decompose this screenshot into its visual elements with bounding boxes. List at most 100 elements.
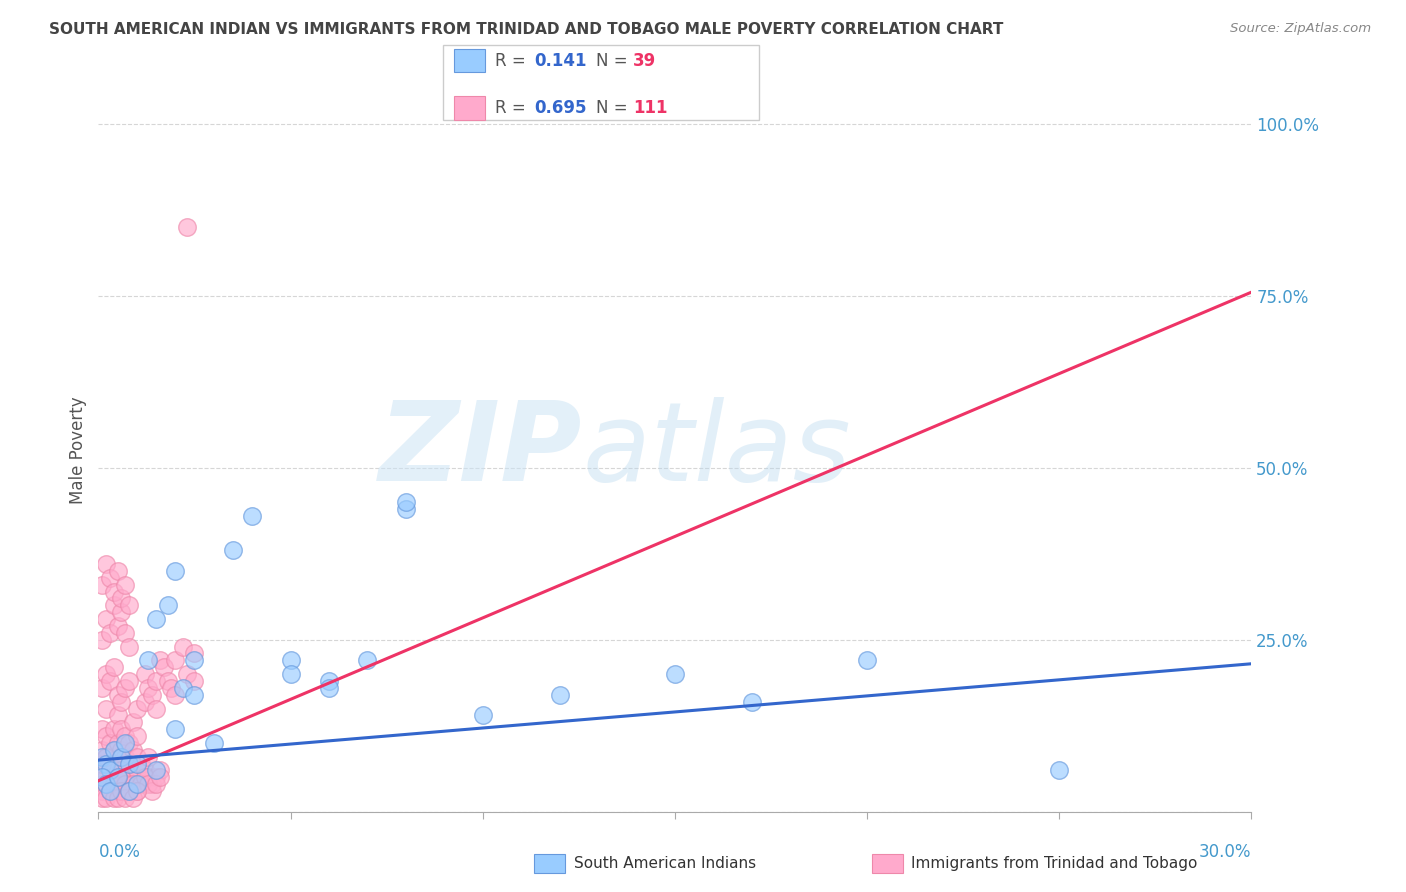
Point	[125, 784, 148, 798]
Point	[94, 729, 117, 743]
Point	[91, 756, 114, 771]
Point	[91, 764, 114, 778]
Point	[114, 681, 136, 695]
Point	[107, 619, 129, 633]
Point	[118, 756, 141, 771]
Point	[134, 695, 156, 709]
Text: South American Indians: South American Indians	[574, 856, 756, 871]
Point	[122, 791, 145, 805]
Point	[107, 708, 129, 723]
Point	[118, 777, 141, 791]
Point	[103, 660, 125, 674]
Point	[110, 749, 132, 764]
Point	[114, 729, 136, 743]
Point	[94, 770, 117, 784]
Point	[110, 722, 132, 736]
Point	[110, 591, 132, 606]
Point	[114, 791, 136, 805]
Point	[91, 632, 114, 647]
Point	[318, 673, 340, 688]
Text: Source: ZipAtlas.com: Source: ZipAtlas.com	[1230, 22, 1371, 36]
Point	[138, 681, 160, 695]
Point	[156, 599, 179, 613]
Point	[94, 777, 117, 791]
Point	[98, 784, 121, 798]
Point	[134, 770, 156, 784]
Point	[94, 667, 117, 681]
Text: 111: 111	[633, 99, 668, 117]
Point	[94, 756, 117, 771]
Point	[94, 749, 117, 764]
Point	[138, 653, 160, 667]
Point	[183, 653, 205, 667]
Point	[122, 715, 145, 730]
Point	[107, 736, 129, 750]
Point	[222, 543, 245, 558]
Point	[183, 688, 205, 702]
Point	[149, 653, 172, 667]
Text: 39: 39	[633, 52, 657, 70]
Point	[125, 729, 148, 743]
Point	[129, 756, 152, 771]
Point	[165, 722, 187, 736]
Point	[107, 770, 129, 784]
Point	[114, 770, 136, 784]
Point	[165, 564, 187, 578]
Point	[118, 599, 141, 613]
Point	[103, 777, 125, 791]
Point	[94, 749, 117, 764]
Point	[125, 701, 148, 715]
Y-axis label: Male Poverty: Male Poverty	[69, 397, 87, 504]
Point	[103, 722, 125, 736]
Point	[183, 647, 205, 661]
Point	[356, 653, 378, 667]
Point	[395, 495, 418, 509]
Point	[91, 749, 114, 764]
Point	[114, 736, 136, 750]
Text: R =: R =	[495, 99, 531, 117]
Point	[91, 722, 114, 736]
Point	[138, 749, 160, 764]
Point	[149, 770, 172, 784]
Point	[145, 701, 167, 715]
Point	[125, 749, 148, 764]
Point	[110, 743, 132, 757]
Text: 0.695: 0.695	[534, 99, 586, 117]
Point	[91, 784, 114, 798]
Point	[156, 673, 179, 688]
Point	[98, 571, 121, 585]
Point	[122, 743, 145, 757]
Point	[141, 688, 163, 702]
Point	[122, 770, 145, 784]
Point	[1047, 764, 1070, 778]
Point	[141, 777, 163, 791]
Point	[107, 749, 129, 764]
Point	[110, 770, 132, 784]
Point	[94, 777, 117, 791]
Point	[149, 764, 172, 778]
Point	[107, 688, 129, 702]
Point	[548, 688, 571, 702]
Point	[176, 667, 198, 681]
Point	[152, 660, 174, 674]
Text: 30.0%: 30.0%	[1199, 843, 1251, 861]
Point	[103, 584, 125, 599]
Point	[94, 557, 117, 571]
Point	[107, 564, 129, 578]
Point	[103, 791, 125, 805]
Text: N =: N =	[596, 99, 633, 117]
Point	[91, 743, 114, 757]
Point	[94, 612, 117, 626]
Point	[160, 681, 183, 695]
Point	[98, 784, 121, 798]
Point	[118, 640, 141, 654]
Point	[103, 756, 125, 771]
Point	[114, 577, 136, 591]
Point	[145, 673, 167, 688]
Point	[125, 784, 148, 798]
Point	[145, 777, 167, 791]
Point	[145, 770, 167, 784]
Point	[240, 508, 263, 523]
Point	[183, 673, 205, 688]
Point	[94, 791, 117, 805]
